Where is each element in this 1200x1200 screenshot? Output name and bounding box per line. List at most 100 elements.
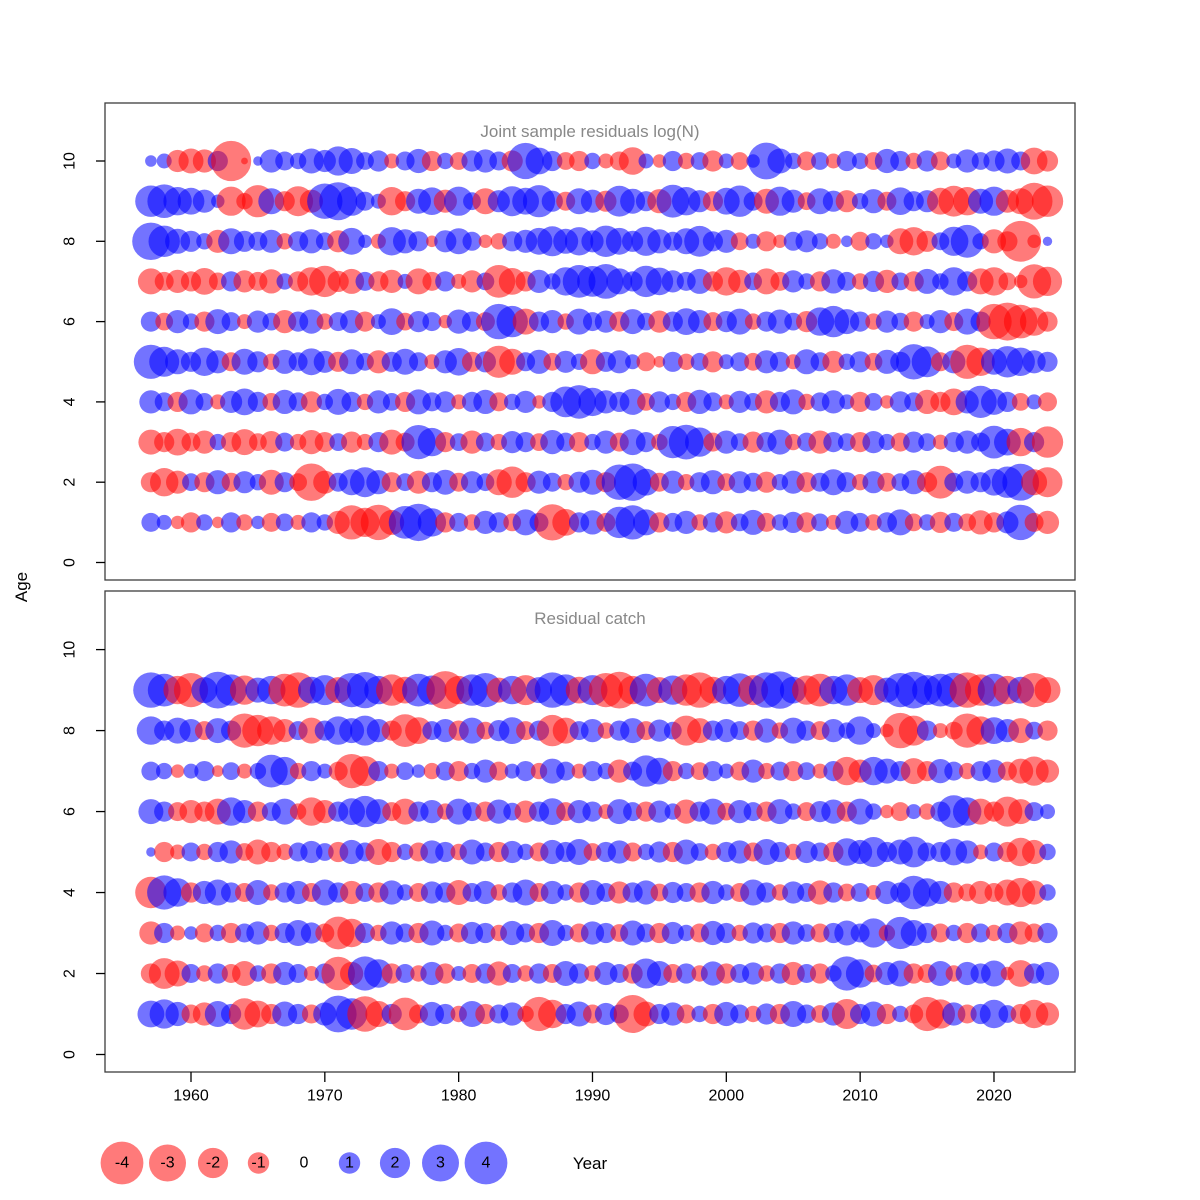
bubble [914, 268, 940, 294]
bubble [927, 961, 953, 986]
bubble [180, 512, 202, 533]
bubble [221, 312, 241, 332]
bubble [502, 964, 522, 983]
bubble [783, 761, 804, 782]
bubble [1031, 185, 1064, 217]
bubble [718, 763, 734, 779]
bubble [850, 883, 870, 902]
legend-bubble [464, 1141, 508, 1185]
bubble [701, 880, 725, 905]
bubble [625, 354, 641, 370]
bubble [195, 393, 214, 411]
bubble [821, 269, 846, 294]
bubble [378, 308, 406, 335]
bubble [850, 231, 870, 251]
bubble [796, 512, 817, 533]
bubble [997, 391, 1018, 412]
bubble [181, 842, 201, 862]
bubble [451, 966, 467, 981]
top-panel-bubbles [132, 140, 1064, 542]
bubble [798, 393, 815, 411]
bubble [821, 390, 846, 414]
bubble [501, 840, 524, 864]
bubble [261, 841, 282, 863]
bubble [557, 924, 574, 942]
bubble [785, 152, 802, 170]
bubble [594, 961, 618, 986]
y-tick-label: 4 [62, 397, 79, 406]
bubble [435, 1003, 456, 1025]
y-axis-bottom-panel: 0 2 4 6 8 10 [62, 641, 105, 1059]
bubble [1035, 510, 1060, 534]
bubble [678, 152, 695, 170]
bubble [662, 881, 684, 904]
bubble [582, 761, 603, 782]
bubble [500, 1002, 524, 1026]
bubble [678, 474, 695, 491]
bubble [971, 923, 991, 943]
bubble [407, 311, 430, 333]
bubble [368, 761, 389, 782]
bubble [527, 269, 551, 293]
bubble [490, 884, 507, 901]
bubble [836, 472, 857, 493]
bubble [924, 465, 957, 499]
bubble [237, 763, 252, 779]
bubble [636, 352, 656, 372]
bubble [449, 512, 469, 532]
bubble [661, 921, 684, 945]
bubble [797, 762, 816, 780]
y-tick-label: 8 [62, 237, 79, 246]
bubble [165, 1001, 190, 1027]
bubble [580, 719, 605, 743]
bubble [903, 963, 924, 984]
bubble [473, 880, 497, 905]
bubble [638, 153, 654, 169]
bubble [504, 763, 520, 779]
bubble [338, 227, 365, 255]
bubble [678, 353, 695, 370]
bubble [156, 762, 173, 780]
bubble [276, 273, 293, 290]
bubble [850, 311, 871, 332]
bubble [714, 229, 738, 253]
bubble [785, 433, 802, 451]
bubble [273, 719, 297, 743]
bubble [489, 392, 509, 412]
bubble [435, 512, 456, 533]
y-tick-label: 4 [62, 888, 79, 897]
bubble [380, 921, 404, 945]
bubble [898, 836, 930, 868]
bubble [944, 761, 964, 781]
bubble [381, 841, 402, 863]
y-tick-label: 0 [62, 1050, 79, 1059]
bubble [236, 514, 253, 531]
bubble [678, 924, 695, 942]
bottom-panel-title: Residual catch [534, 609, 646, 628]
bubble [755, 471, 778, 493]
bubble [486, 799, 511, 824]
bubble [767, 148, 793, 174]
bubble [981, 960, 1007, 987]
bubble [864, 393, 883, 411]
bubble [929, 511, 952, 533]
bubble [823, 882, 844, 903]
bubble [661, 270, 684, 293]
bubble [945, 924, 962, 942]
bubble [140, 311, 161, 332]
bubble [904, 513, 923, 532]
bubble [246, 310, 269, 333]
bubble [1036, 150, 1059, 172]
bubble [619, 388, 646, 415]
bubble [276, 843, 293, 861]
bubble [728, 840, 752, 864]
bubble [1032, 467, 1063, 498]
bubble [489, 761, 509, 781]
bubble [678, 762, 695, 780]
bubble [1040, 804, 1055, 820]
legend-value-label: 1 [345, 1155, 354, 1172]
y-tick-label: 6 [62, 317, 79, 326]
bubble [837, 271, 857, 291]
bubble [757, 512, 776, 532]
